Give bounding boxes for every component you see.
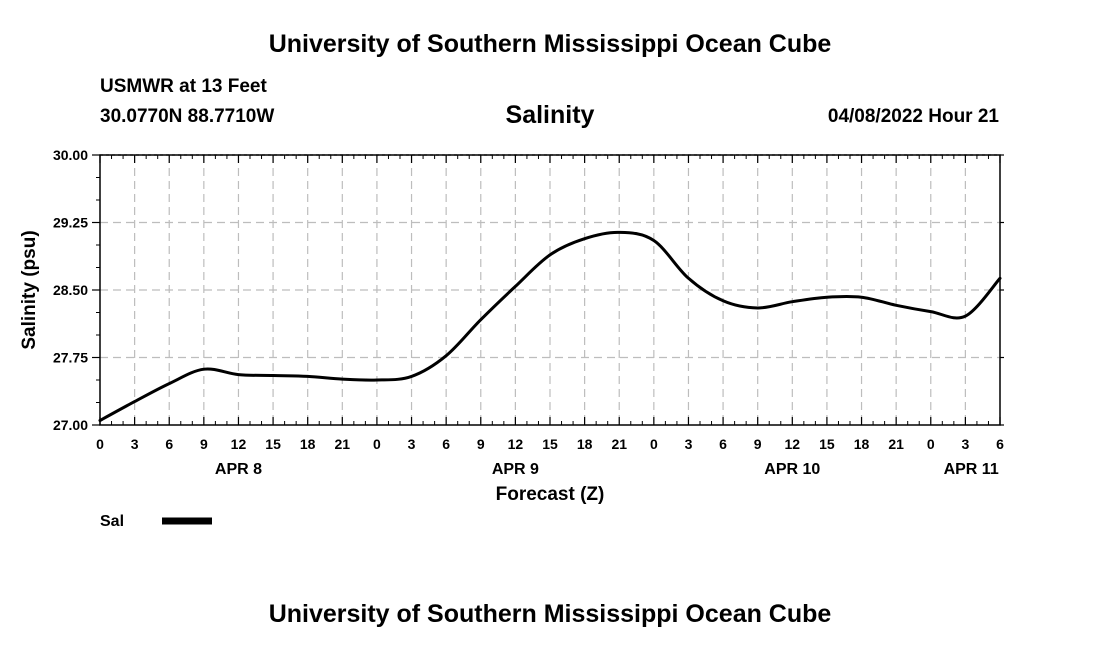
y-tick-label: 27.00 [53, 417, 88, 433]
forecast-datetime: 04/08/2022 Hour 21 [827, 106, 999, 127]
x-tick-label: 6 [719, 436, 727, 452]
x-tick-label: 0 [650, 436, 658, 452]
main-title: University of Southern Mississippi Ocean… [268, 30, 832, 58]
x-axis-label: Forecast (Z) [496, 484, 605, 505]
x-tick-label: 6 [165, 436, 173, 452]
x-tick-label: 3 [131, 436, 139, 452]
x-tick-label: 3 [408, 436, 416, 452]
x-tick-label: 18 [854, 436, 870, 452]
x-tick-label: 12 [508, 436, 524, 452]
x-tick-label: 15 [819, 436, 835, 452]
x-tick-label: 18 [300, 436, 316, 452]
x-tick-label: 0 [373, 436, 381, 452]
x-tick-label: 12 [785, 436, 801, 452]
x-tick-label: 6 [996, 436, 1004, 452]
date-label: APR 8 [215, 461, 262, 478]
x-tick-label: 9 [754, 436, 762, 452]
series-line-sal [98, 230, 1002, 422]
y-tick-label: 27.75 [53, 350, 88, 366]
x-tick-label: 6 [442, 436, 450, 452]
footer-title: University of Southern Mississippi Ocean… [268, 600, 832, 628]
x-tick-label: 9 [477, 436, 485, 452]
legend-label: Sal [100, 513, 124, 530]
x-tick-label: 18 [577, 436, 593, 452]
y-tick-label: 28.50 [53, 282, 88, 298]
x-tick-label: 3 [685, 436, 693, 452]
date-label: APR 10 [764, 461, 820, 478]
chart-title: Salinity [505, 101, 595, 129]
date-label: APR 9 [492, 461, 539, 478]
x-tick-label: 15 [542, 436, 558, 452]
x-tick-label: 0 [927, 436, 935, 452]
y-tick-label: 30.00 [53, 147, 88, 163]
x-tick-label: 15 [265, 436, 281, 452]
date-label: APR 11 [944, 461, 999, 478]
x-tick-label: 12 [231, 436, 247, 452]
y-tick-label: 29.25 [53, 215, 88, 231]
x-tick-label: 21 [611, 436, 627, 452]
x-tick-label: 21 [888, 436, 904, 452]
y-axis-label: Salinity (psu) [19, 230, 40, 349]
x-tick-label: 0 [96, 436, 104, 452]
station-label: USMWR at 13 Feet [100, 76, 267, 97]
x-tick-label: 21 [335, 436, 351, 452]
station-coordinates: 30.0770N 88.7710W [100, 106, 275, 127]
x-tick-label: 9 [200, 436, 208, 452]
x-tick-label: 3 [961, 436, 969, 452]
